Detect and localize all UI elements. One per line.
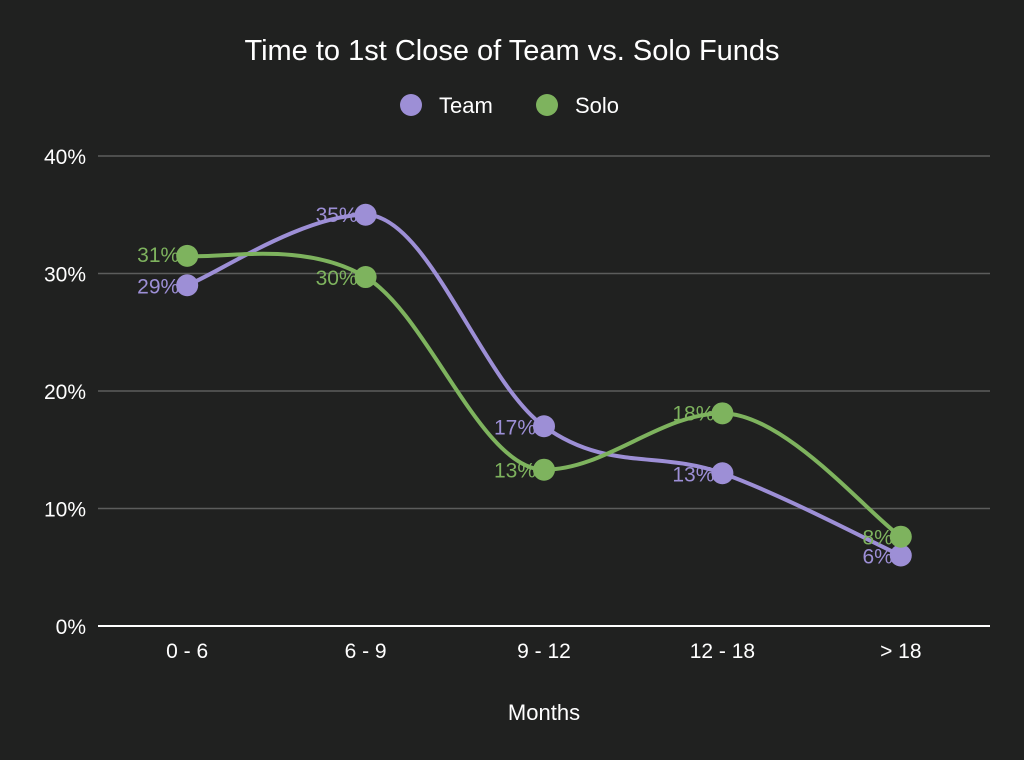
data-point-team bbox=[889, 544, 912, 567]
x-tick-label: > 18 bbox=[880, 640, 921, 663]
data-label-team: 13% bbox=[672, 463, 714, 486]
series-lines bbox=[185, 212, 903, 558]
legend-label-team: Team bbox=[439, 93, 493, 118]
data-point-solo bbox=[176, 244, 199, 267]
legend-marker-team bbox=[400, 94, 422, 116]
series-line-solo bbox=[185, 251, 903, 539]
x-tick-label: 12 - 18 bbox=[690, 640, 755, 663]
legend-label-solo: Solo bbox=[575, 93, 619, 118]
y-tick-label: 10% bbox=[44, 499, 86, 522]
x-tick-label: 6 - 9 bbox=[345, 640, 387, 663]
data-point-team bbox=[176, 274, 199, 297]
data-point-solo bbox=[533, 458, 555, 481]
y-tick-label: 30% bbox=[44, 264, 86, 287]
data-point-solo bbox=[354, 266, 377, 289]
y-tick-label: 20% bbox=[44, 381, 86, 404]
data-labels: 29% 35% 17% 13% 6% 31% 30% 13% 18% 8% bbox=[137, 204, 893, 569]
chart-title: Time to 1st Close of Team vs. Solo Funds bbox=[244, 35, 779, 67]
data-label-solo: 31% bbox=[137, 244, 179, 267]
legend: Team Solo bbox=[400, 93, 619, 118]
data-label-team: 29% bbox=[137, 275, 179, 298]
series-line-team bbox=[185, 212, 903, 558]
data-label-solo: 8% bbox=[862, 527, 892, 550]
data-label-solo: 18% bbox=[672, 402, 714, 425]
series-points bbox=[176, 203, 912, 567]
x-tick-label: 0 - 6 bbox=[166, 640, 208, 663]
data-point-solo bbox=[889, 525, 912, 548]
x-axis-title: Months bbox=[508, 700, 580, 725]
data-point-team bbox=[354, 203, 377, 226]
data-label-team: 17% bbox=[494, 416, 536, 439]
x-axis: 0 - 6 6 - 9 9 - 12 12 - 18 > 18 bbox=[166, 640, 921, 663]
data-label-solo: 13% bbox=[494, 460, 536, 483]
y-tick-label: 0% bbox=[56, 616, 86, 639]
data-label-team: 6% bbox=[862, 546, 892, 569]
data-label-team: 35% bbox=[316, 204, 358, 227]
data-label-solo: 30% bbox=[316, 267, 358, 290]
y-tick-label: 40% bbox=[44, 146, 86, 169]
data-point-team bbox=[533, 415, 555, 438]
data-point-solo bbox=[711, 402, 734, 425]
data-point-team bbox=[711, 462, 734, 485]
y-axis: 0% 10% 20% 30% 40% bbox=[44, 146, 86, 639]
legend-marker-solo bbox=[536, 94, 558, 116]
x-tick-label: 9 - 12 bbox=[517, 640, 571, 663]
gridlines bbox=[98, 155, 990, 627]
